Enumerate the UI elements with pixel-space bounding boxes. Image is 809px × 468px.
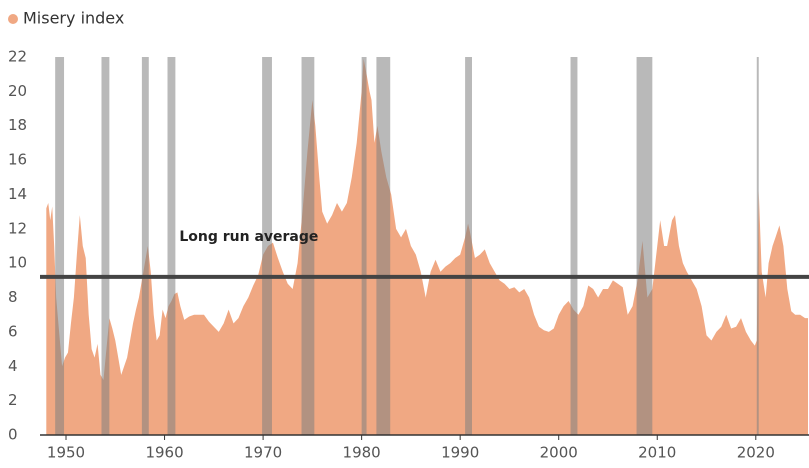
recession-band bbox=[167, 57, 176, 435]
y-tick-label: 6 bbox=[8, 322, 18, 340]
recession-band bbox=[465, 57, 472, 435]
x-tick-label: 1950 bbox=[47, 444, 85, 462]
y-tick-label: 12 bbox=[8, 219, 27, 237]
x-tick-label: 1970 bbox=[244, 444, 282, 462]
area bbox=[46, 58, 809, 436]
x-tick-label: 2000 bbox=[540, 444, 578, 462]
y-tick-label: 4 bbox=[8, 357, 18, 375]
average-label: Long run average bbox=[179, 229, 318, 245]
recession-band bbox=[262, 57, 272, 435]
legend-label: Misery index bbox=[23, 9, 124, 28]
x-tick-label: 2010 bbox=[638, 444, 676, 462]
recession-band bbox=[55, 57, 65, 435]
x-tick-label: 1960 bbox=[145, 444, 183, 462]
y-tick-label: 18 bbox=[8, 116, 27, 134]
x-tick-label: 2020 bbox=[737, 444, 775, 462]
recession-band bbox=[301, 57, 315, 435]
y-tick-label: 2 bbox=[8, 391, 18, 409]
y-tick-label: 22 bbox=[8, 48, 27, 66]
legend-swatch bbox=[8, 14, 18, 24]
x-tick-label: 1990 bbox=[441, 444, 479, 462]
recession-band bbox=[570, 57, 578, 435]
y-tick-label: 16 bbox=[8, 151, 27, 169]
recession-band bbox=[756, 57, 759, 435]
recession-band bbox=[361, 57, 367, 435]
x-tick-label: 1980 bbox=[343, 444, 381, 462]
y-tick-label: 20 bbox=[8, 82, 27, 100]
recession-band bbox=[376, 57, 391, 435]
recession-band bbox=[101, 57, 110, 435]
recession-band bbox=[636, 57, 653, 435]
y-tick-label: 14 bbox=[8, 185, 27, 203]
y-tick-label: 0 bbox=[8, 426, 18, 444]
y-tick-label: 8 bbox=[8, 288, 18, 306]
y-tick-label: 10 bbox=[8, 254, 27, 272]
recession-band bbox=[141, 57, 149, 435]
